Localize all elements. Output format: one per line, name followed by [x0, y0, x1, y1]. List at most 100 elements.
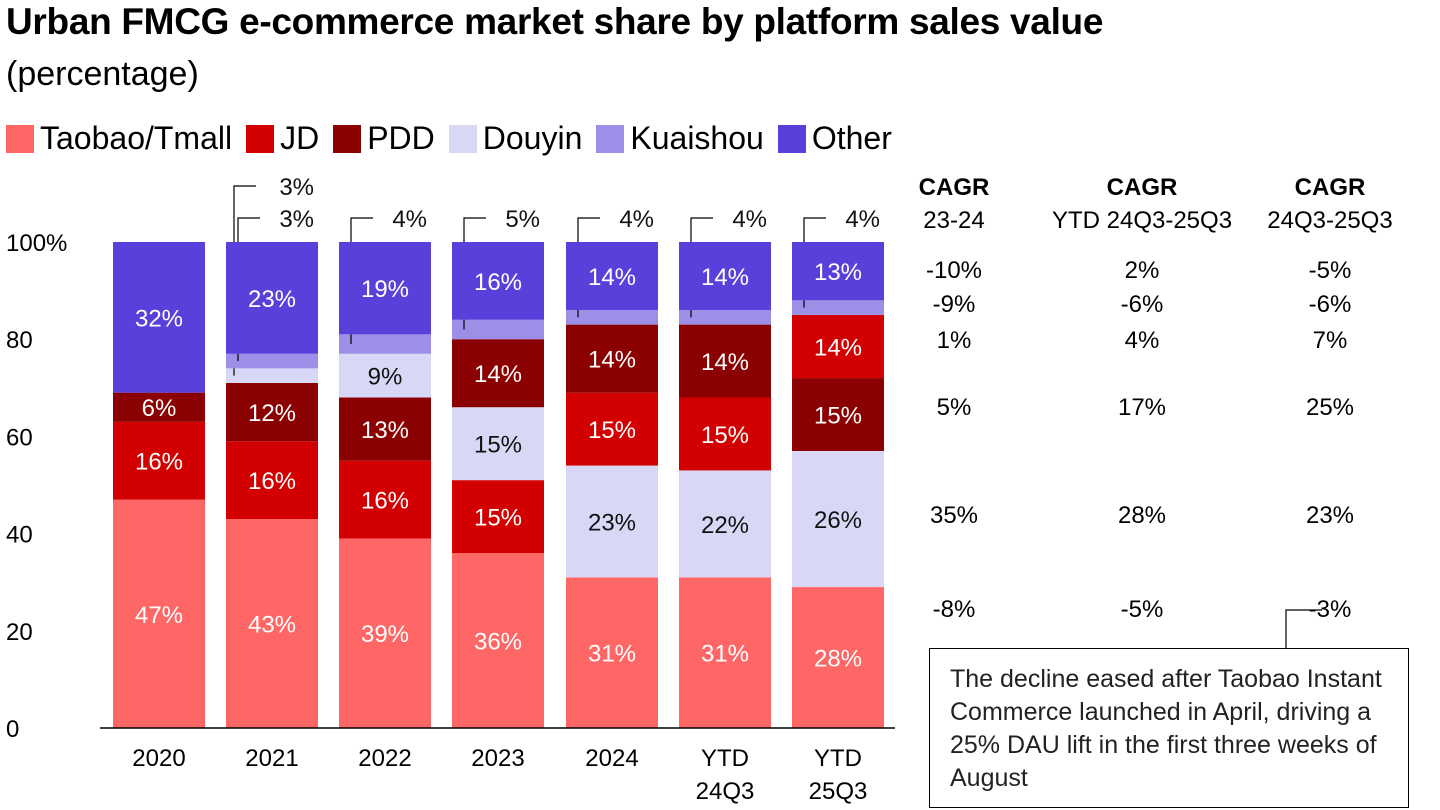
- data-label: 13%: [361, 417, 409, 444]
- cagr-subheader: YTD 24Q3-25Q3: [1052, 207, 1232, 234]
- bar-segment: [566, 242, 658, 311]
- data-label: 14%: [588, 264, 636, 291]
- legend-label: Other: [811, 120, 892, 156]
- legend-swatch: [246, 124, 275, 153]
- callout-label: 3%: [279, 206, 314, 233]
- bar-segment: [566, 577, 658, 728]
- cagr-value: -8%: [933, 596, 976, 623]
- x-tick-label: YTD: [814, 745, 862, 772]
- bar-segment: [452, 480, 544, 554]
- cagr-value: -6%: [1121, 291, 1164, 318]
- data-label: 15%: [588, 417, 636, 444]
- cagr-header: CAGR: [919, 174, 990, 201]
- cagr-value: -6%: [1309, 291, 1352, 318]
- bar-segment: [792, 300, 884, 315]
- y-tick-label: 40: [6, 522, 33, 549]
- cagr-value: 35%: [930, 502, 978, 529]
- data-label: 14%: [474, 361, 522, 388]
- bar-segment: [452, 339, 544, 408]
- data-label: 14%: [588, 347, 636, 374]
- x-tick-label: YTD: [701, 745, 749, 772]
- data-label: 9%: [368, 364, 403, 391]
- data-label: 26%: [814, 507, 862, 534]
- legend-label: JD: [280, 120, 320, 156]
- chart-subtitle: (percentage): [6, 55, 199, 93]
- data-label: 36%: [474, 629, 522, 656]
- y-tick-label: 60: [6, 424, 33, 451]
- cagr-value: -5%: [1121, 596, 1164, 623]
- cagr-value: 25%: [1306, 394, 1354, 421]
- cagr-value: 17%: [1118, 394, 1166, 421]
- bar-segment: [566, 465, 658, 578]
- bar-segment: [226, 242, 318, 354]
- data-label: 13%: [814, 259, 862, 286]
- bar-segment: [679, 324, 771, 398]
- bar-segment: [113, 392, 205, 422]
- x-tick-label: 24Q3: [696, 778, 755, 805]
- bar-segment: [113, 421, 205, 500]
- bar-segment: [679, 470, 771, 578]
- x-tick-label: 2023: [471, 745, 524, 772]
- data-label: 6%: [142, 395, 177, 422]
- y-tick-label: 0: [6, 716, 19, 743]
- bar-segment: [566, 310, 658, 325]
- bar-segment: [679, 577, 771, 728]
- bar-segment: [452, 242, 544, 320]
- bar-segment: [452, 553, 544, 728]
- data-label: 32%: [135, 305, 183, 332]
- data-label: 16%: [248, 468, 296, 495]
- bar-segment: [339, 460, 431, 539]
- data-label: 47%: [135, 602, 183, 629]
- legend-swatch: [333, 124, 362, 153]
- legend-item: PDD: [333, 120, 435, 157]
- cagr-value: -9%: [933, 291, 976, 318]
- bar-segment: [679, 242, 771, 311]
- cagr-value: 2%: [1125, 257, 1160, 284]
- bar-segment: [566, 324, 658, 393]
- data-label: 23%: [588, 509, 636, 536]
- legend-item: JD: [246, 120, 319, 157]
- legend: Taobao/Tmall JD PDD Douyin Kuaishou Other: [6, 120, 906, 157]
- chart-title: Urban FMCG e-commerce market share by pl…: [6, 1, 1104, 42]
- data-label: 14%: [701, 264, 749, 291]
- legend-label: Douyin: [482, 120, 583, 156]
- y-tick-label: 100%: [6, 230, 67, 257]
- bar-segment: [339, 353, 431, 398]
- callout-label: 4%: [619, 206, 654, 233]
- bar-segment: [566, 392, 658, 466]
- bar-segment: [679, 397, 771, 471]
- callout-label: 5%: [505, 206, 540, 233]
- bar-segment: [452, 407, 544, 481]
- data-label: 14%: [814, 334, 862, 361]
- callout-label: 4%: [845, 206, 880, 233]
- bar-segment: [679, 310, 771, 325]
- x-tick-label: 2024: [585, 745, 638, 772]
- data-label: 31%: [701, 641, 749, 668]
- callout-label: 4%: [732, 206, 767, 233]
- bar-segment: [113, 242, 205, 393]
- bar-segment: [339, 242, 431, 335]
- cagr-subheader: 23-24: [923, 207, 984, 234]
- legend-swatch: [448, 124, 477, 153]
- x-tick-label: 2022: [358, 745, 411, 772]
- bar-segment: [792, 587, 884, 728]
- legend-label: Kuaishou: [630, 120, 764, 156]
- data-label: 12%: [248, 400, 296, 427]
- x-tick-label: 2021: [245, 745, 298, 772]
- legend-label: PDD: [367, 120, 435, 156]
- legend-label: Taobao/Tmall: [40, 120, 233, 156]
- bar-segment: [226, 519, 318, 728]
- data-label: 28%: [814, 646, 862, 673]
- y-tick-label: 20: [6, 619, 33, 646]
- cagr-value: 5%: [937, 394, 972, 421]
- bar-segment: [339, 397, 431, 461]
- data-label: 19%: [361, 276, 409, 303]
- data-label: 16%: [135, 449, 183, 476]
- bar-segment: [226, 368, 318, 383]
- legend-item: Kuaishou: [596, 120, 764, 157]
- data-label: 14%: [701, 349, 749, 376]
- data-label: 43%: [248, 612, 296, 639]
- bar-segment: [339, 334, 431, 354]
- bar-segment: [226, 441, 318, 520]
